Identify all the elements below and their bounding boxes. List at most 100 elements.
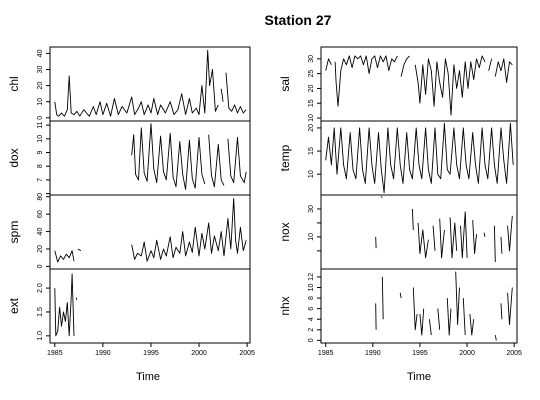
series-line-nhx-8 [455,271,460,325]
y-axis-label-chl: chl [7,76,21,91]
series-line-nox-6 [449,217,458,259]
series-line-sal-4 [488,58,493,71]
series-line-spm-0 [54,250,75,263]
series-line-nhx-6 [437,308,441,330]
series-line-nox-1 [380,196,383,199]
y-tick-label-spm: 0 [37,264,44,268]
x-tick-label-left: 1995 [143,350,159,357]
series-line-chl-2 [225,72,247,114]
y-tick-label-dox: 7 [37,178,44,182]
y-tick-label-sal: 25 [308,70,315,78]
series-line-chl-1 [220,88,224,102]
x-tick-label-left: 1990 [95,350,111,357]
series-line-nox-12 [507,215,513,252]
series-line-nhx-1 [381,276,384,320]
chart-title: Station 27 [265,12,332,28]
panel-frame-temp [320,120,518,196]
series-line-temp-0 [325,122,514,194]
y-tick-label-spm: 40 [37,228,44,236]
y-tick-label-ext: 1.0 [37,331,44,341]
y-axis-label-dox: dox [7,148,21,167]
series-line-sal-3 [414,55,486,116]
series-line-dox-0 [131,123,206,190]
y-tick-label-temp: 20 [308,124,315,132]
x-axis-label-right: Time [407,371,431,383]
series-line-nox-3 [417,222,429,259]
y-tick-label-sal: 30 [308,55,315,63]
y-tick-label-nhx: 12 [308,273,315,281]
y-tick-label-nhx: 10 [308,284,315,292]
y-tick-label-temp: 10 [308,170,315,178]
y-tick-label-sal: 15 [308,99,315,107]
y-tick-label-chl: 10 [37,98,44,106]
y-tick-label-sal: 10 [308,114,315,122]
x-tick-label-right: 1995 [412,350,428,357]
y-tick-label-chl: 0 [37,116,44,120]
series-line-nox-5 [439,218,445,259]
series-line-spm-1 [77,248,82,252]
series-line-sal-0 [325,58,332,71]
y-axis-label-sal: sal [278,76,292,91]
series-line-sal-1 [334,55,398,107]
series-line-nhx-3 [412,287,418,331]
series-line-nox-7 [460,211,468,259]
panel-spm: spm 0 20 40 60 80 [7,193,251,270]
y-axis-label-spm: spm [7,221,21,244]
series-line-nox-4 [432,225,436,251]
series-line-nhx-11 [494,335,497,341]
panel-sal: sal 10 15 20 25 30 [278,46,518,122]
x-tick-label-left: 2005 [239,350,255,357]
x-tick-label-right: 1990 [365,350,381,357]
y-tick-label-nhx: 0 [308,338,315,342]
series-line-nhx-5 [428,319,432,336]
y-tick-label-spm: 80 [37,193,44,201]
y-tick-label-dox: 9 [37,150,44,154]
y-tick-label-temp: 15 [308,147,315,155]
series-line-spm-2 [131,198,247,262]
x-tick-label-left: 1985 [47,350,63,357]
x-tick-label-right: 2000 [459,350,475,357]
series-line-nhx-13 [507,287,513,325]
y-tick-label-dox: 11 [37,121,44,128]
series-line-sal-5 [494,58,513,83]
y-axis-label-nox: nox [278,222,292,241]
panel-frame-spm [49,194,251,270]
panel-temp: temp 10 15 20 [278,120,518,196]
panel-nhx: nhx 0 2 4 6 8 10 12 1985 1990 1995 2000 2005 [278,268,522,357]
panels: chl010203040dox7891011spm020406080ext1.0… [7,46,522,357]
y-tick-label-nox: 10 [308,233,315,241]
y-axis-label-temp: temp [278,144,292,171]
panel-dox: dox 7 8 9 10 11 [7,120,251,196]
panel-frame-ext [49,268,251,344]
series-line-nox-10 [493,225,496,263]
y-tick-label-chl: 30 [37,66,44,74]
series-line-nhx-4 [419,308,425,336]
panel-nox: nox 10 30 [278,194,518,270]
y-tick-label-chl: 20 [37,82,44,90]
y-tick-label-ext: 1.5 [37,307,44,317]
series-line-nhx-7 [446,298,452,336]
y-tick-label-nox: 30 [308,205,315,213]
x-axis-label-left: Time [136,371,160,383]
panel-ext: ext 1.0 1.5 2.0 1985 1990 1995 2000 2005 [7,268,255,357]
series-line-nox-11 [500,236,503,254]
panel-chl: chl 0 10 20 30 40 [7,46,251,122]
y-axis-label-ext: ext [7,297,21,314]
y-tick-label-nhx: 6 [308,307,315,311]
series-line-ext-1 [75,297,78,301]
panel-frame-sal [320,46,518,122]
y-tick-label-ext: 2.0 [37,283,44,293]
x-tick-label-right: 2005 [506,350,522,357]
panel-frame-nhx [320,268,518,344]
series-line-nox-2 [411,208,414,230]
series-line-nhx-2 [399,292,402,299]
y-tick-label-nhx: 2 [308,328,315,332]
series-line-sal-2 [400,55,410,77]
series-line-ext-0 [54,273,75,337]
y-tick-label-spm: 60 [37,210,44,218]
series-line-nhx-9 [462,298,466,336]
y-tick-label-dox: 10 [37,135,44,143]
y-tick-label-chl: 40 [37,49,44,57]
y-tick-label-spm: 20 [37,245,44,253]
